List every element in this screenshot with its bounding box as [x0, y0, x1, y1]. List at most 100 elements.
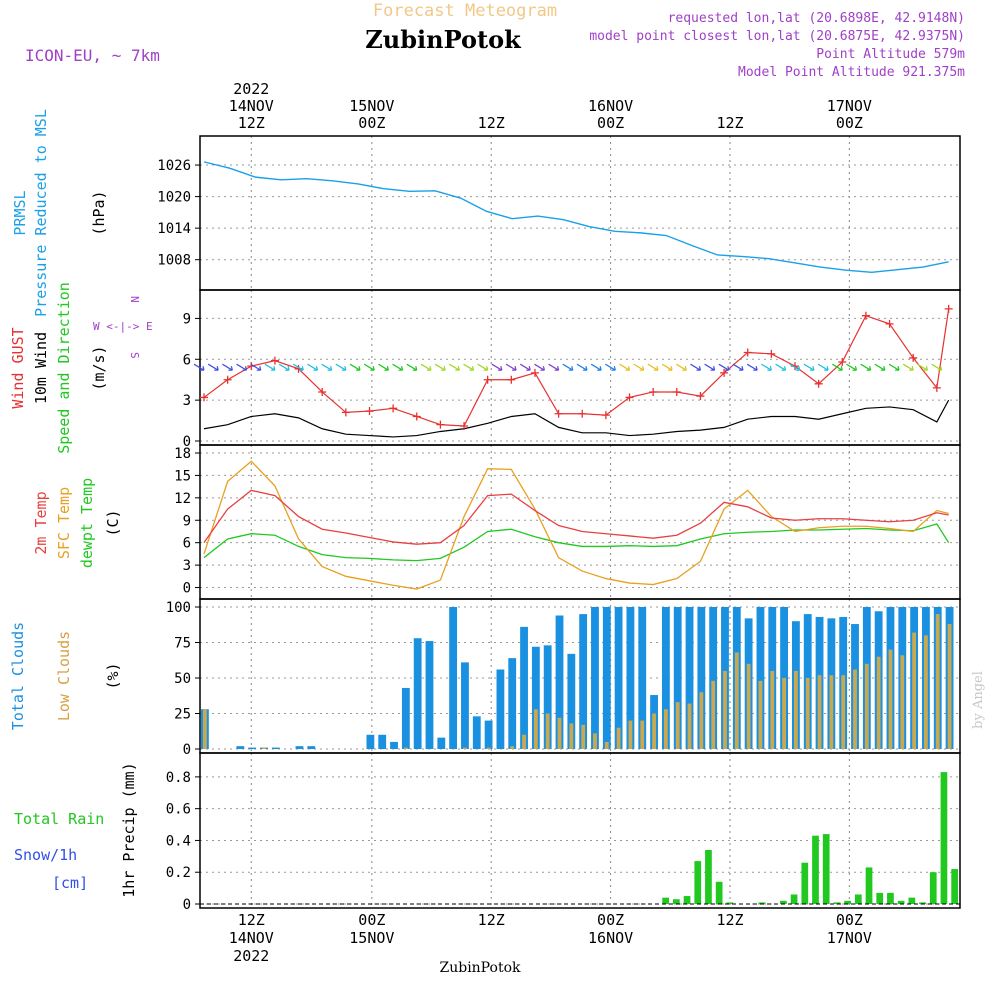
total-clouds-bar — [248, 747, 257, 749]
total-clouds-bar — [508, 658, 517, 749]
wind-direction-arrow — [590, 363, 602, 371]
ytick-label-precip: 0.4 — [166, 833, 191, 849]
gust-marker — [318, 387, 327, 396]
gust-marker — [554, 409, 563, 418]
top-axis-label: 17NOV — [827, 97, 872, 115]
wind-direction-arrow — [222, 363, 233, 371]
low-clouds-bar — [817, 675, 822, 749]
total-clouds-bar — [437, 737, 446, 749]
ytick-label-wind: 6 — [183, 352, 191, 368]
gust-marker — [944, 304, 953, 313]
total-clouds-bar — [591, 607, 599, 749]
wind-direction-arrow — [321, 363, 333, 371]
gust-marker — [270, 356, 279, 365]
low-clouds-bar — [522, 734, 526, 749]
sfctemp-label: SFC Temp — [55, 487, 73, 559]
wind-direction-arrow — [846, 363, 858, 371]
model-label: ICON-EU, ~ 7km — [25, 46, 160, 65]
total-clouds-bar — [366, 734, 375, 749]
total-clouds-label: Total Clouds — [9, 622, 27, 730]
top-axis-label: 00Z — [358, 114, 385, 132]
rain-bar — [951, 869, 958, 904]
low-clouds-bar — [829, 675, 834, 749]
ytick-label-temp: 9 — [183, 513, 191, 529]
wind-10m-label: 10m Wind — [32, 332, 50, 404]
pressure-unit: (hPa) — [90, 190, 108, 235]
rain-bar — [908, 897, 916, 904]
gust-marker — [932, 383, 941, 392]
wind-direction-arrow — [207, 363, 219, 371]
compass-n: N — [128, 296, 141, 303]
model-altitude: Model Point Altitude 921.375m — [738, 65, 965, 80]
compass-s: S — [128, 352, 141, 359]
wind-direction-arrow — [477, 363, 489, 371]
gust-marker — [507, 375, 516, 384]
footer-station: ZubinPotok — [439, 960, 521, 976]
low-clouds-bar — [463, 747, 467, 749]
total-clouds-bar — [307, 746, 316, 749]
snow-unit: [cm] — [52, 874, 88, 892]
low-clouds-bar — [533, 709, 538, 749]
dewpt-line — [203, 523, 950, 562]
subtitle: Forecast Meteogram — [373, 1, 557, 21]
wind-direction-arrow — [860, 363, 872, 371]
wind-direction-arrow — [803, 363, 815, 371]
gust-marker — [200, 393, 208, 402]
wind-direction-arrow — [775, 363, 787, 371]
low-clouds-bar — [687, 703, 692, 749]
rain-bar — [844, 900, 851, 904]
ytick-label-pressure: 1008 — [157, 253, 191, 269]
gust-marker — [341, 408, 350, 417]
top-axis-label: 00Z — [597, 114, 624, 132]
rain-bar — [812, 835, 819, 904]
gust-marker — [720, 368, 729, 377]
top-axis-label: 16NOV — [588, 97, 633, 115]
low-clouds-bar — [782, 678, 786, 749]
chart-marks — [193, 161, 960, 905]
ytick-label-wind: 0 — [183, 434, 191, 450]
precip-unit: 1hr Precip (mm) — [120, 762, 138, 897]
total-clouds-bar — [661, 607, 670, 749]
ytick-label-temp: 12 — [174, 491, 191, 507]
ytick-label-pressure: 1020 — [157, 190, 191, 206]
rain-label: Total Rain — [14, 810, 104, 828]
gust-marker — [767, 349, 776, 358]
low-clouds-bar — [510, 746, 515, 749]
wind-direction-arrow — [378, 363, 389, 371]
wind-direction-arrow — [605, 363, 616, 371]
total-clouds-bar — [602, 607, 611, 749]
ytick-label-temp: 15 — [174, 468, 191, 484]
wind-direction-arrow — [491, 363, 503, 371]
low-clouds-bar — [734, 652, 739, 749]
wind-direction-arrow — [817, 363, 829, 371]
low-clouds-bar — [888, 649, 893, 749]
gust-marker — [460, 422, 469, 431]
total-clouds-bar — [638, 607, 647, 749]
rain-bar — [715, 881, 723, 904]
gust-marker — [389, 404, 398, 413]
pressure-panel-frame — [199, 135, 961, 291]
pressure-label-1: PRMSL — [11, 190, 29, 235]
y-axis-ticks: 1026102010141008963018151296301007550250… — [157, 158, 200, 913]
wind-direction-arrow — [392, 363, 404, 371]
rain-bar — [822, 834, 830, 904]
bottom-axis-label: 00Z — [358, 911, 385, 929]
wind-direction-arrow — [619, 363, 631, 371]
wind-direction-arrow — [831, 363, 843, 371]
bottom-axis-label: 12Z — [478, 911, 505, 929]
wind-dir-label: Speed and Direction — [55, 282, 73, 454]
rain-bar — [929, 872, 937, 904]
total-clouds-bar — [567, 653, 576, 749]
low-clouds-bar — [203, 709, 207, 749]
wind-direction-arrow — [335, 363, 347, 371]
wind-direction-arrow — [292, 363, 304, 371]
total-clouds-bar — [709, 607, 718, 749]
low-clouds-bar — [640, 720, 645, 749]
wind-direction-arrow — [647, 363, 659, 371]
total-clouds-bar — [461, 662, 469, 749]
bottom-axis-label: 00Z — [597, 911, 624, 929]
low-clouds-bar — [794, 670, 798, 749]
gust-marker — [365, 407, 374, 416]
precip-panel-frame — [199, 752, 961, 909]
